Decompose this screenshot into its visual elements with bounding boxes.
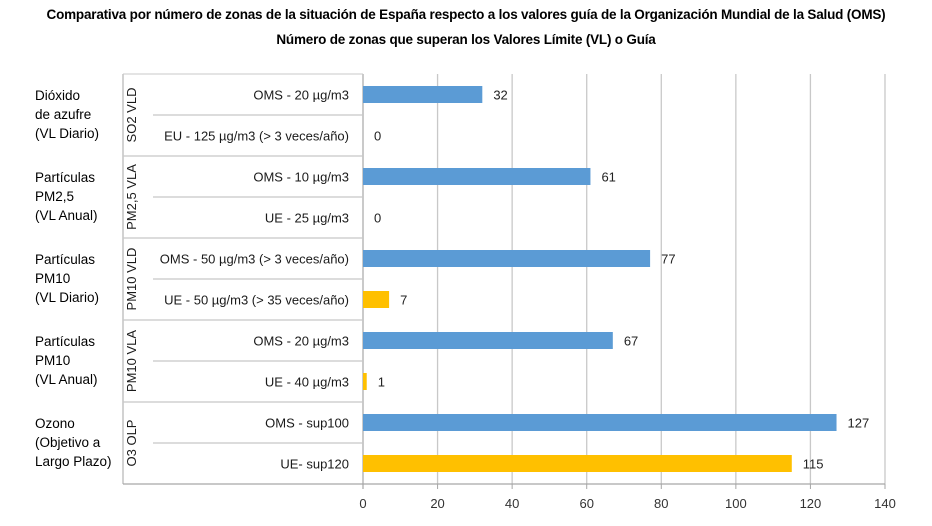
- x-tick-label: 140: [874, 496, 896, 511]
- x-tick-label: 20: [430, 496, 444, 511]
- bar: [363, 291, 390, 308]
- group-description-line: Partículas: [35, 252, 95, 267]
- bar-category-label: UE - 40 µg/m3: [265, 375, 349, 390]
- bar: [363, 86, 483, 103]
- bar-category-label: UE - 25 µg/m3: [265, 211, 349, 226]
- bar-category-label: UE- sup120: [280, 457, 349, 472]
- group-code-label: SO2 VLD: [124, 88, 139, 143]
- group-description-line: Largo Plazo): [35, 454, 112, 469]
- x-tick-label: 100: [725, 496, 747, 511]
- category-axis-frame: [122, 73, 885, 489]
- group-code-label: PM10 VLD: [124, 248, 139, 311]
- x-tick-label: 60: [579, 496, 593, 511]
- group-description-line: Dióxido: [35, 88, 80, 103]
- data-label: 127: [848, 416, 870, 431]
- group-description: Partículas PM10 (VL Anual): [35, 334, 98, 387]
- group-description-line: PM2,5: [35, 189, 74, 204]
- data-label: 32: [493, 88, 507, 103]
- bar-category-label: EU - 125 µg/m3 (> 3 veces/año): [164, 129, 349, 144]
- group-description: Partículas PM10 (VL Diario): [35, 252, 99, 305]
- group-code-label: PM10 VLA: [124, 330, 139, 392]
- bar: [363, 414, 837, 431]
- data-label: 61: [601, 170, 615, 185]
- category-labels: SO2 VLD Dióxido de azufre (VL Diario) OMS - …: [35, 88, 349, 472]
- x-tick-label: 0: [359, 496, 366, 511]
- bar-category-label: OMS - 50 µg/m3 (> 3 veces/año): [160, 252, 349, 267]
- group-description-line: Ozono: [35, 416, 75, 431]
- bar-category-label: UE - 50 µg/m3 (> 35 veces/año): [164, 293, 349, 308]
- data-label: 115: [803, 457, 824, 472]
- data-label: 0: [374, 129, 381, 144]
- group-description: Dióxido de azufre (VL Diario): [35, 88, 99, 141]
- data-label: 1: [378, 375, 385, 390]
- data-label: 0: [374, 211, 381, 226]
- data-label: 7: [400, 293, 407, 308]
- bar-category-label: OMS - sup100: [265, 416, 349, 431]
- bar-category-label: OMS - 10 µg/m3: [253, 170, 349, 185]
- group-description: Ozono (Objetivo a Largo Plazo): [35, 416, 112, 469]
- bar: [363, 250, 651, 267]
- group-description-line: (VL Diario): [35, 290, 99, 305]
- group-description-line: Partículas: [35, 170, 95, 185]
- group-description-line: de azufre: [35, 107, 91, 122]
- data-label: 67: [624, 334, 638, 349]
- chart-subtitle: Número de zonas que superan los Valores …: [276, 32, 656, 47]
- bar-category-label: OMS - 20 µg/m3: [253, 334, 349, 349]
- group-code-label: O3 OLP: [124, 420, 139, 467]
- group-description-line: (VL Diario): [35, 126, 99, 141]
- group-description-line: Partículas: [35, 334, 95, 349]
- chart-title: Comparativa por número de zonas de la si…: [46, 7, 886, 22]
- x-axis-ticks: 0 20 40 60 80 100 120 140: [359, 484, 896, 511]
- group-description-line: (VL Anual): [35, 372, 98, 387]
- bar-category-label: OMS - 20 µg/m3: [253, 88, 349, 103]
- bar: [363, 455, 792, 472]
- group-description-line: PM10: [35, 271, 70, 286]
- bar: [363, 373, 367, 390]
- x-tick-label: 120: [800, 496, 822, 511]
- data-label: 77: [661, 252, 675, 267]
- group-description-line: (VL Anual): [35, 208, 98, 223]
- group-description: Partículas PM2,5 (VL Anual): [35, 170, 98, 223]
- bar: [363, 332, 613, 349]
- bar: [363, 168, 591, 185]
- group-code-label: PM2,5 VLA: [124, 164, 139, 230]
- group-description-line: PM10: [35, 353, 70, 368]
- group-description-line: (Objetivo a: [35, 435, 101, 450]
- x-tick-label: 80: [654, 496, 668, 511]
- x-tick-label: 40: [505, 496, 519, 511]
